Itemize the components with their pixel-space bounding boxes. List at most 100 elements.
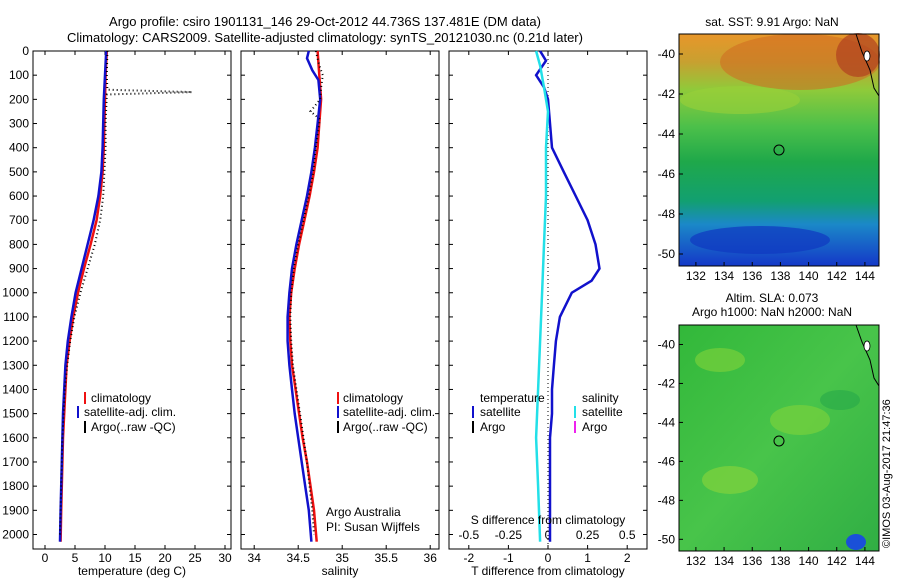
sla-patch	[820, 390, 860, 410]
salinity-plot: 34 34.5 35 35.5 36	[241, 50, 439, 565]
lat-tick-label: -50	[658, 247, 676, 261]
sst-warm-core	[836, 33, 880, 77]
x-tick-label: 35.5	[375, 551, 399, 565]
salinity-legend: climatology satellite-adj. clim. Argo(..…	[337, 391, 435, 434]
lon-tick-label: 144	[855, 269, 875, 283]
depth-tick-label: 1100	[3, 310, 29, 324]
legend-temperature-heading: temperature	[480, 391, 545, 405]
lat-tick-label: -44	[658, 415, 676, 429]
lon-tick-label: 140	[799, 554, 819, 568]
depth-tick-label: 200	[9, 92, 29, 106]
coastline	[855, 33, 880, 97]
depth-tick-label: 2000	[2, 527, 29, 541]
depth-tick-label: 1600	[2, 431, 29, 445]
legend-satellite-label: satellite-adj. clim.	[84, 405, 176, 419]
lon-tick-label: 138	[770, 554, 790, 568]
series-line	[534, 50, 550, 542]
t-difference-axis-label: T difference from climatology	[471, 564, 625, 578]
island-marker	[863, 50, 871, 62]
depth-tick-label: 900	[9, 262, 29, 276]
lon-tick-label: 134	[714, 269, 734, 283]
sla-patch	[702, 466, 758, 494]
depth-tick-label: 0	[22, 44, 29, 58]
pi-annotation-line2: PI: Susan Wijffels	[326, 520, 420, 534]
lat-tick-label: -48	[658, 207, 676, 221]
sst-map-frame	[678, 33, 880, 267]
salinity-axis-label: salinity	[322, 564, 359, 578]
legend-argo-label: Argo(..raw -QC)	[343, 420, 428, 434]
depth-tick-label: 800	[9, 237, 29, 251]
sst-map-title: sat. SST: 9.91 Argo: NaN	[705, 15, 838, 29]
s-diff-tick-label: -0.25	[495, 528, 523, 542]
depth-tick-label: 1700	[2, 455, 29, 469]
depth-tick-label: 300	[9, 117, 29, 131]
pi-annotation-line1: Argo Australia	[326, 505, 401, 519]
lat-tick-label: -44	[658, 127, 676, 141]
lon-tick-label: 140	[799, 269, 819, 283]
lat-tick-label: -46	[658, 167, 676, 181]
x-tick-label: 1	[584, 551, 591, 565]
lon-tick-label: 132	[686, 269, 706, 283]
coastline	[855, 324, 880, 387]
depth-tick-label: 1800	[2, 479, 29, 493]
lat-tick-label: -42	[658, 87, 676, 101]
sla-map-title: Altim. SLA: 0.073	[726, 291, 819, 305]
difference-legend: temperature satellite Argo salinity sate…	[472, 391, 623, 434]
series-line	[58, 50, 108, 542]
temperature-plot: 0 5 10 15 20 25 300100200300400500600700800900…	[2, 44, 232, 565]
lon-tick-label: 142	[827, 554, 847, 568]
x-tick-label: 10	[98, 551, 112, 565]
imos-timestamp: ©IMOS 03-Aug-2017 21:47:36	[881, 399, 893, 548]
x-tick-label: 0	[545, 551, 552, 565]
legend-climatology-label: climatology	[343, 391, 403, 405]
legend-satellite-label: satellite-adj. clim.	[343, 405, 435, 419]
lat-tick-label: -50	[658, 532, 676, 546]
lat-tick-label: -48	[658, 493, 676, 507]
x-tick-label: -1	[503, 551, 514, 565]
legend-argo-label: Argo(..raw -QC)	[91, 420, 176, 434]
series-line	[59, 50, 193, 535]
sst-map	[678, 33, 880, 267]
sla-map-subtitle: Argo h1000: NaN h2000: NaN	[692, 305, 852, 319]
series-line	[289, 50, 324, 535]
lon-tick-label: 136	[742, 554, 762, 568]
lon-tick-label: 136	[742, 269, 762, 283]
temperature-legend: climatology satellite-adj. clim. Argo(..…	[77, 391, 176, 434]
legend-t-argo-label: Argo	[480, 420, 506, 434]
x-tick-label: 15	[128, 551, 142, 565]
figure-subtitle: Climatology: CARS2009. Satellite-adjuste…	[67, 30, 583, 45]
figure-title: Argo profile: csiro 1901131_146 29-Oct-2…	[109, 14, 541, 29]
s-diff-tick-label: 0.25	[576, 528, 600, 542]
depth-tick-label: 1900	[2, 503, 29, 517]
x-tick-label: 25	[188, 551, 202, 565]
salinity-plot-frame	[240, 50, 440, 550]
depth-tick-label: 500	[9, 165, 29, 179]
lat-tick-label: -40	[658, 337, 676, 351]
x-tick-label: 20	[158, 551, 172, 565]
lat-tick-label: -40	[658, 47, 676, 61]
depth-tick-label: 600	[9, 189, 29, 203]
depth-tick-label: 400	[9, 141, 29, 155]
sst-patch	[680, 86, 800, 114]
lon-tick-label: 144	[855, 554, 875, 568]
depth-tick-label: 700	[9, 213, 29, 227]
float-position-marker	[773, 144, 785, 156]
depth-tick-label: 1200	[2, 334, 29, 348]
x-tick-label: 34.5	[287, 551, 311, 565]
series-line	[286, 50, 322, 542]
s-diff-tick-label: -0.5	[458, 528, 479, 542]
temperature-plot-frame	[32, 50, 232, 550]
x-tick-label: 0	[42, 551, 49, 565]
temperature-axis-label: temperature (deg C)	[78, 564, 186, 578]
depth-tick-label: 1400	[2, 382, 29, 396]
series-line	[59, 50, 109, 542]
x-tick-label: 30	[218, 551, 232, 565]
legend-salinity-heading: salinity	[582, 391, 619, 405]
sla-patch	[770, 405, 830, 435]
s-diff-tick-label: 0.5	[619, 528, 636, 542]
x-tick-label: 2	[624, 551, 631, 565]
sla-patch	[695, 348, 745, 372]
sla-map-frame	[678, 324, 880, 552]
